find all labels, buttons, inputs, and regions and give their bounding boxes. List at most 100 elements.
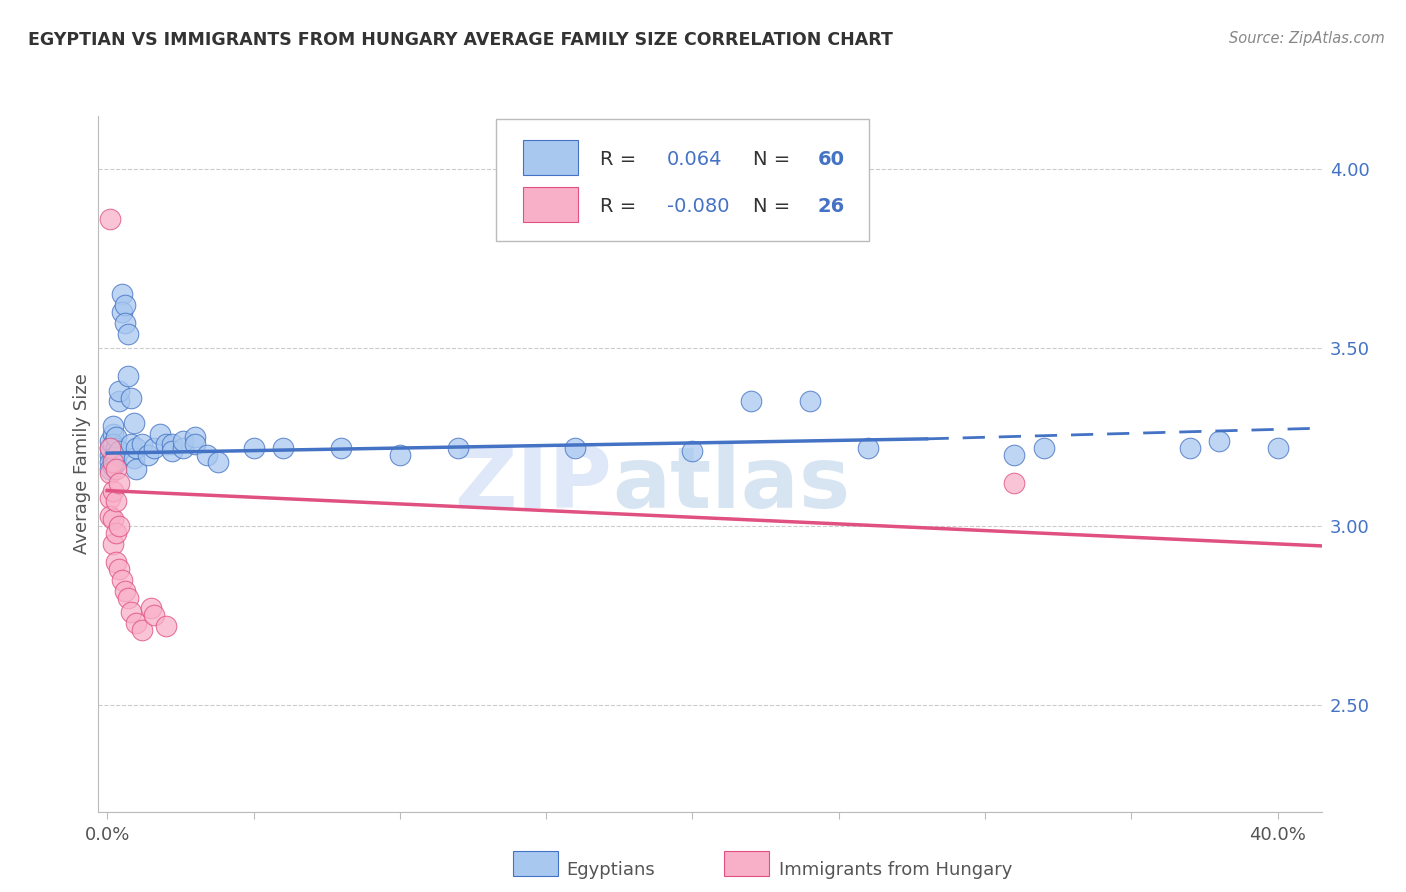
Point xyxy=(564,441,586,455)
Point xyxy=(160,437,183,451)
Text: 0.064: 0.064 xyxy=(668,150,723,169)
Text: R =: R = xyxy=(600,150,643,169)
Point xyxy=(114,583,136,598)
Point xyxy=(101,419,124,434)
Point xyxy=(98,448,121,462)
Point xyxy=(799,394,821,409)
Point xyxy=(104,448,127,462)
Point xyxy=(160,444,183,458)
Point xyxy=(117,326,139,341)
Point xyxy=(108,519,131,533)
Text: Egyptians: Egyptians xyxy=(567,861,655,879)
Point xyxy=(1267,441,1289,455)
FancyBboxPatch shape xyxy=(523,140,578,175)
Point xyxy=(143,608,166,623)
Point xyxy=(184,437,207,451)
Point xyxy=(447,441,470,455)
Point xyxy=(114,298,136,312)
Point xyxy=(104,555,127,569)
Point xyxy=(117,591,139,605)
Text: 60: 60 xyxy=(818,150,845,169)
Point xyxy=(108,476,131,491)
Point xyxy=(98,462,121,476)
Text: -0.080: -0.080 xyxy=(668,197,730,216)
Point xyxy=(120,391,142,405)
Point xyxy=(101,458,124,473)
FancyBboxPatch shape xyxy=(496,120,869,241)
Point xyxy=(172,434,194,448)
Point xyxy=(98,491,121,505)
Point xyxy=(101,537,124,551)
Point xyxy=(131,437,153,451)
Point xyxy=(122,451,145,466)
Point xyxy=(101,437,124,451)
Point xyxy=(104,462,127,476)
Text: N =: N = xyxy=(752,197,796,216)
Point xyxy=(98,212,121,227)
Point xyxy=(101,483,124,498)
Point xyxy=(111,287,134,301)
Point xyxy=(98,441,121,455)
Y-axis label: Average Family Size: Average Family Size xyxy=(73,374,91,554)
Point xyxy=(1032,441,1054,455)
Point xyxy=(207,455,229,469)
Point xyxy=(98,441,121,455)
Point xyxy=(125,441,148,455)
Text: Immigrants from Hungary: Immigrants from Hungary xyxy=(779,861,1012,879)
Point xyxy=(114,316,136,330)
Point xyxy=(120,605,142,619)
Text: Source: ZipAtlas.com: Source: ZipAtlas.com xyxy=(1229,31,1385,46)
Point xyxy=(104,526,127,541)
Point xyxy=(1002,448,1025,462)
FancyBboxPatch shape xyxy=(523,187,578,222)
Point xyxy=(108,444,131,458)
Point xyxy=(149,426,172,441)
Point xyxy=(101,451,124,466)
Point xyxy=(388,448,411,462)
Text: 26: 26 xyxy=(818,197,845,216)
Point xyxy=(117,369,139,384)
Point xyxy=(104,494,127,508)
Point xyxy=(101,512,124,526)
Point xyxy=(143,441,166,455)
Point xyxy=(271,441,294,455)
Point xyxy=(1178,441,1201,455)
Point xyxy=(330,441,353,455)
Point xyxy=(108,384,131,398)
Point xyxy=(122,416,145,430)
Point xyxy=(108,562,131,576)
Point xyxy=(195,448,218,462)
Point xyxy=(111,573,134,587)
Point xyxy=(172,441,194,455)
Point xyxy=(740,394,762,409)
Point xyxy=(101,455,124,469)
Point xyxy=(155,437,177,451)
Point xyxy=(136,448,159,462)
Point xyxy=(242,441,264,455)
Point xyxy=(101,426,124,441)
Text: atlas: atlas xyxy=(612,443,851,526)
Point xyxy=(155,619,177,633)
Point xyxy=(104,441,127,455)
Point xyxy=(139,601,162,615)
Point xyxy=(108,394,131,409)
Point xyxy=(120,437,142,451)
Point xyxy=(98,434,121,448)
Text: R =: R = xyxy=(600,197,643,216)
Point xyxy=(98,466,121,480)
Point xyxy=(1002,476,1025,491)
Text: N =: N = xyxy=(752,150,796,169)
Point xyxy=(98,455,121,469)
Point xyxy=(104,430,127,444)
Point xyxy=(111,305,134,319)
Point xyxy=(184,430,207,444)
Point xyxy=(131,623,153,637)
Point xyxy=(1208,434,1230,448)
Point xyxy=(856,441,879,455)
Text: EGYPTIAN VS IMMIGRANTS FROM HUNGARY AVERAGE FAMILY SIZE CORRELATION CHART: EGYPTIAN VS IMMIGRANTS FROM HUNGARY AVER… xyxy=(28,31,893,49)
Point xyxy=(98,508,121,523)
Point xyxy=(682,444,704,458)
Point xyxy=(104,455,127,469)
Point xyxy=(125,615,148,630)
Text: ZIP: ZIP xyxy=(454,443,612,526)
